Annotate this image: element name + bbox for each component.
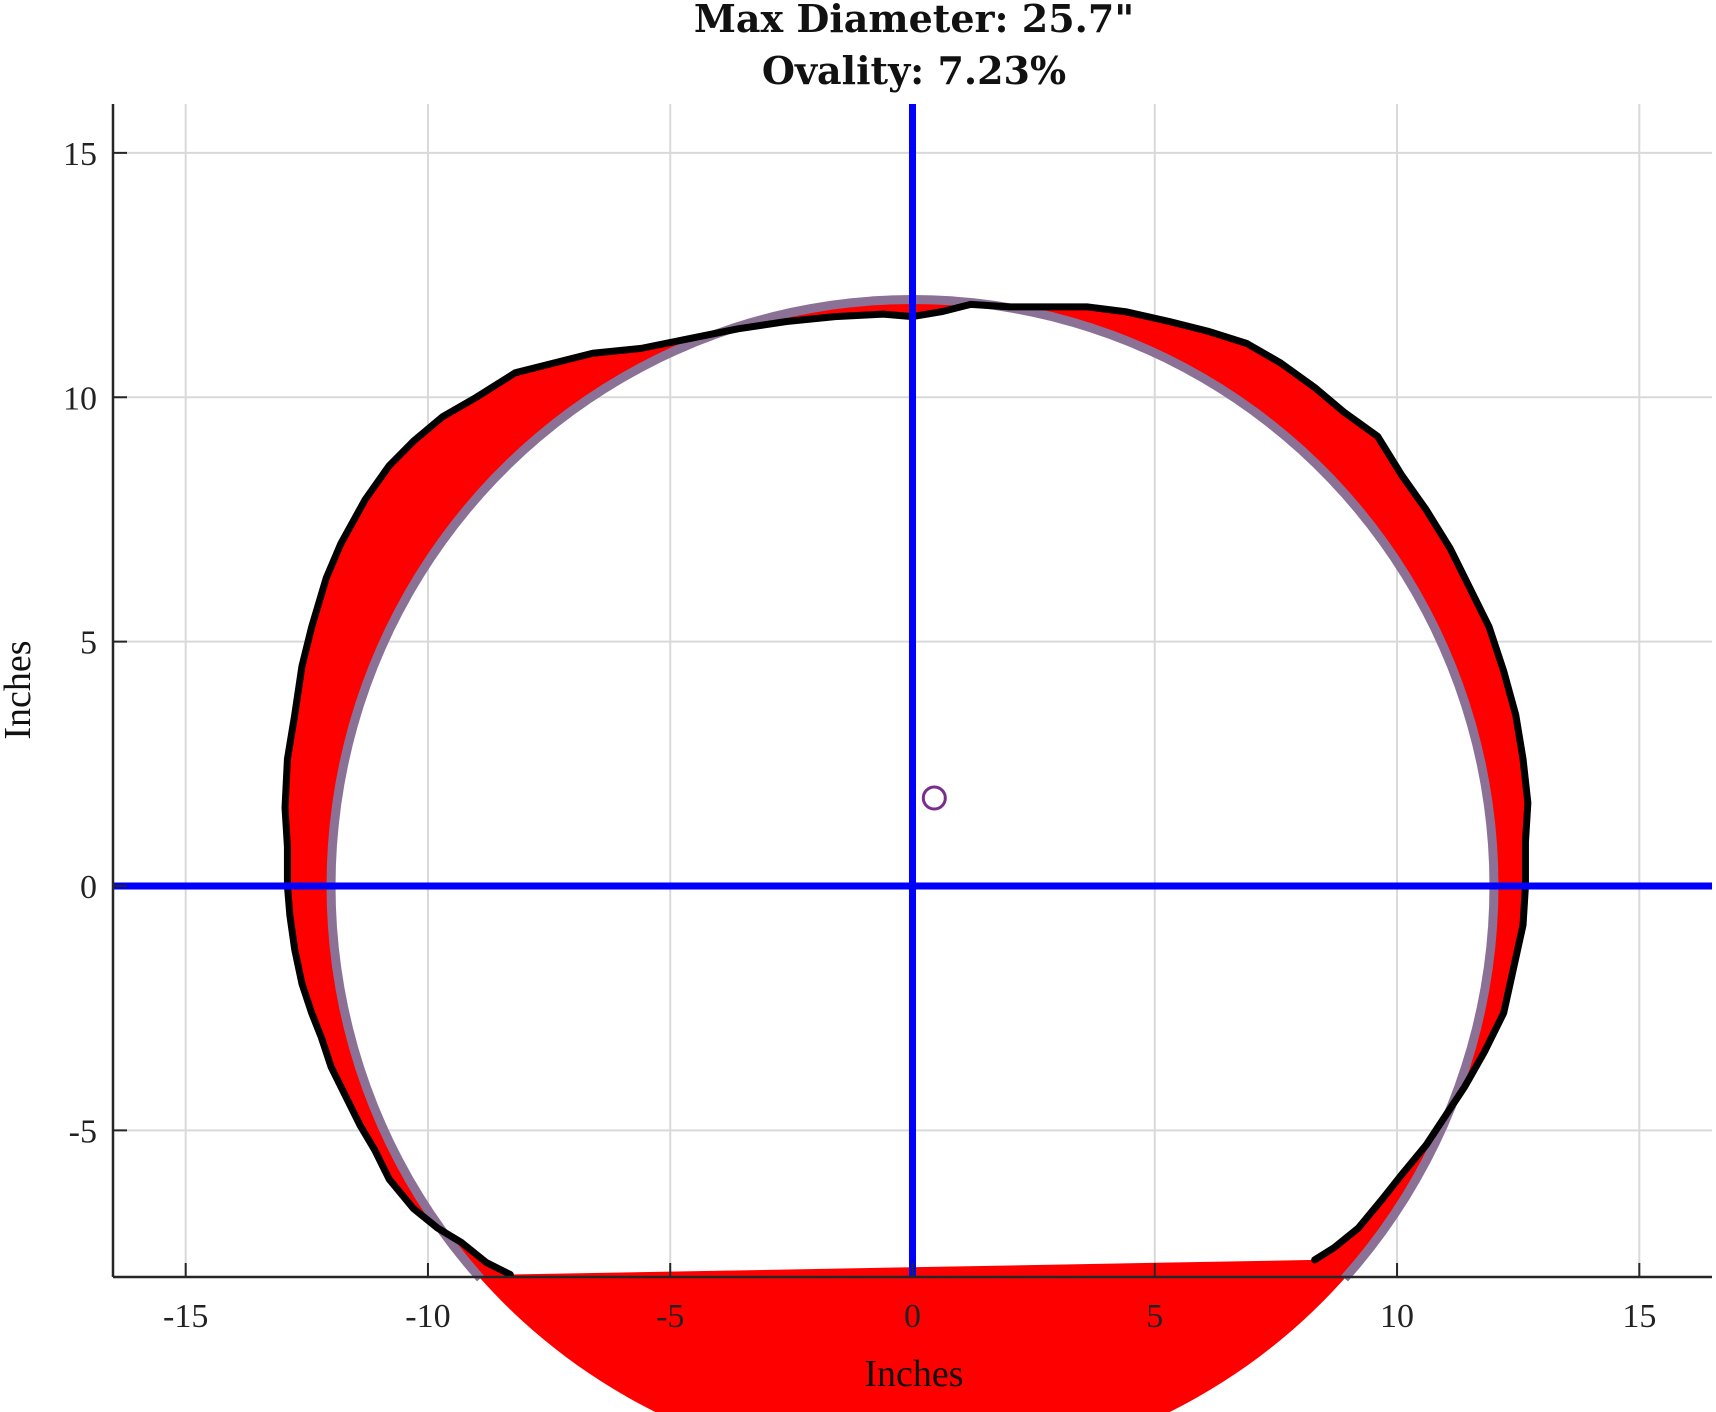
y-tick-label: 0 bbox=[80, 869, 97, 906]
x-tick-label: 0 bbox=[904, 1298, 921, 1335]
y-tick-label: 5 bbox=[80, 625, 97, 662]
y-tick-labels: -5 0 5 10 15 bbox=[63, 136, 97, 1151]
x-axis-label: Inches bbox=[864, 1353, 963, 1395]
chart-title-line-2: Ovality: 7.23% bbox=[762, 48, 1066, 93]
y-tick-label: 10 bbox=[63, 380, 97, 417]
center-marker-group bbox=[921, 785, 947, 811]
x-tick-label: -5 bbox=[656, 1298, 684, 1335]
y-tick-label: 15 bbox=[63, 136, 97, 173]
center-axes bbox=[113, 104, 1712, 1277]
axes-frame bbox=[111, 104, 1712, 1279]
chart-title-line-1: Max Diameter: 25.7" bbox=[694, 0, 1134, 41]
center-marker bbox=[921, 785, 947, 811]
y-axis-label: Inches bbox=[0, 640, 39, 739]
x-tick-label: -10 bbox=[405, 1298, 450, 1335]
x-tick-label: 15 bbox=[1622, 1298, 1656, 1335]
x-tick-label: 5 bbox=[1146, 1298, 1163, 1335]
x-tick-label: 10 bbox=[1380, 1298, 1414, 1335]
x-tick-labels: -15 -10 -5 0 5 10 15 bbox=[163, 1298, 1656, 1335]
x-tick-label: -15 bbox=[163, 1298, 208, 1335]
measured-profile bbox=[281, 300, 1532, 1279]
y-tick-label: -5 bbox=[69, 1113, 97, 1150]
measured-profile-line bbox=[281, 300, 1532, 1279]
